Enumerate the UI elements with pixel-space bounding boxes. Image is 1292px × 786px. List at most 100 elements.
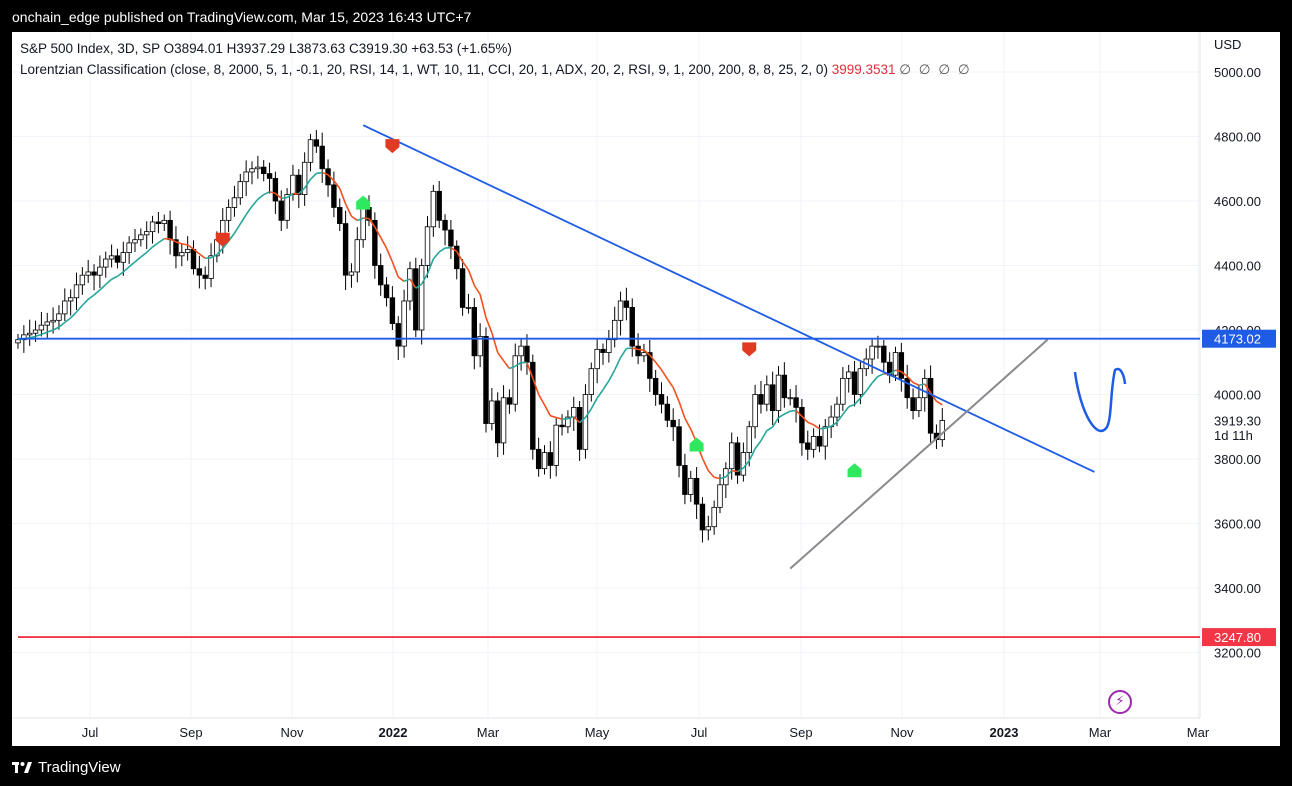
candle-body-down [448, 229, 454, 247]
candle [652, 369, 659, 406]
candle-body-down [266, 173, 273, 179]
symbol-ohlc-line: S&P 500 Index, 3D, SP O3894.01 H3937.29 … [20, 41, 512, 56]
y-tick-label: 4800.00 [1214, 130, 1261, 145]
candle-body-down [623, 300, 630, 308]
candle-body-up [108, 255, 115, 260]
candle [62, 288, 68, 321]
candle [407, 261, 413, 311]
kernel-segment [936, 400, 943, 406]
kernel-segment [924, 383, 932, 394]
trendline [362, 124, 1095, 473]
candle [775, 366, 782, 423]
candle-body-down [471, 307, 477, 357]
candle [196, 255, 203, 289]
candle-body-up [132, 239, 138, 244]
candle-body-down [272, 178, 279, 202]
kernel-segment [269, 190, 276, 195]
candle [418, 258, 425, 345]
candle-body-up [97, 266, 103, 276]
candle [822, 419, 828, 460]
price-chart[interactable]: 5000.004800.004600.004400.004200.004000.… [12, 32, 1280, 746]
candle-body-down [377, 265, 384, 286]
candle [179, 243, 185, 267]
candle-body-up [571, 406, 577, 418]
candle [799, 399, 805, 456]
candle [413, 257, 419, 338]
candle [576, 400, 583, 461]
candle [518, 338, 524, 371]
kernel-segment [801, 415, 809, 423]
candle-body-up [465, 307, 472, 309]
candle-body-down [652, 377, 659, 395]
candle [500, 385, 507, 455]
candle-body-up [875, 345, 881, 348]
kernel-segment [865, 382, 873, 392]
candle-body-down [173, 239, 179, 257]
candle-body-up [103, 258, 109, 268]
candle [126, 236, 132, 264]
candle-body-up [138, 234, 144, 241]
candle [840, 367, 846, 411]
candle [465, 293, 472, 314]
kernel-segment [848, 403, 855, 408]
candle [805, 430, 811, 460]
candle-body-down [436, 190, 442, 221]
candle-body-up [85, 271, 91, 276]
kernel-segment [859, 390, 867, 399]
buy-signal-marker [847, 463, 862, 478]
kernel-segment [303, 178, 312, 189]
candle [875, 335, 881, 359]
kernel-segment [409, 278, 417, 289]
candle [430, 184, 437, 237]
kernel-segment [813, 424, 820, 430]
candle [325, 159, 331, 197]
candle [15, 333, 21, 349]
candle [161, 214, 167, 231]
kernel-segment [590, 397, 598, 410]
candle [494, 392, 501, 458]
candle [553, 418, 559, 477]
kernel-segment [485, 317, 493, 333]
candle-body-up [869, 345, 875, 360]
candle [658, 382, 665, 414]
candle [740, 442, 747, 482]
candle-body-down [758, 394, 764, 405]
candle [67, 289, 74, 316]
kernel-segment [374, 226, 382, 238]
candle-body-down [342, 223, 349, 276]
candle-body-up [512, 355, 518, 405]
candle-body-up [705, 526, 711, 531]
kernel-segment [152, 242, 159, 248]
candle [301, 152, 308, 206]
candle [939, 407, 945, 447]
candle-body-down [389, 297, 396, 324]
candle-body-down [816, 436, 823, 447]
chart-panel[interactable]: 5000.004800.004600.004400.004200.004000.… [12, 32, 1280, 746]
candle [149, 215, 156, 244]
lightning-icon[interactable]: ⚡ [1108, 690, 1132, 714]
candle-body-down [530, 361, 536, 450]
candle [717, 474, 723, 514]
candle [459, 259, 466, 316]
candle [372, 212, 378, 279]
candle-body-down [699, 503, 706, 531]
kernel-segment [368, 218, 376, 228]
candle-body-up [50, 319, 56, 323]
candle-body-down [547, 452, 554, 466]
candle [898, 342, 905, 392]
candle-body-down [114, 255, 121, 263]
kernel-segment [93, 289, 101, 296]
price-label-box [1202, 628, 1276, 647]
candle [143, 221, 150, 250]
kernel-segment [619, 348, 628, 358]
candle-body-up [401, 300, 407, 347]
kernel-segment [210, 253, 218, 259]
kernel-segment [432, 251, 440, 260]
x-tick-label: Sep [789, 725, 812, 740]
candle-body-down [296, 174, 302, 195]
candle-body-up [237, 181, 243, 199]
candle [588, 362, 594, 402]
candle-body-down [190, 248, 197, 270]
candle-body-up [477, 336, 483, 357]
candle [202, 266, 208, 290]
